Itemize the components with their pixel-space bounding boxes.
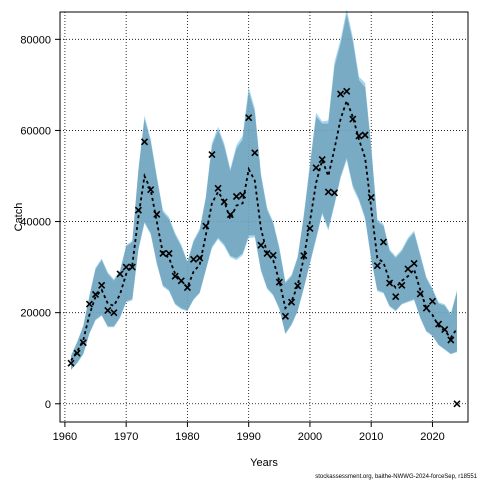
- observed-point: [435, 320, 443, 328]
- observed-point: [147, 186, 155, 194]
- observed-point: [337, 90, 345, 98]
- source-note: stockassessment.org, baithe-NWWG-2024-fo…: [315, 474, 477, 480]
- observed-point: [104, 306, 112, 314]
- observed-point: [318, 156, 326, 164]
- observed-point: [343, 87, 351, 95]
- observed-point: [263, 249, 271, 258]
- observed-point: [183, 284, 191, 292]
- observed-point: [73, 349, 81, 357]
- observed-point: [196, 254, 204, 262]
- observed-point: [386, 279, 394, 287]
- observed-point: [116, 270, 124, 278]
- x-tick-label: 2020: [420, 431, 444, 443]
- observed-point: [159, 249, 167, 258]
- x-tick-label: 2000: [298, 431, 322, 443]
- x-tick-label: 1980: [175, 431, 199, 443]
- observed-point: [398, 281, 406, 289]
- observed-point: [128, 263, 136, 271]
- x-tick-label: 1970: [114, 431, 138, 443]
- observed-point: [306, 224, 314, 232]
- observed-point: [422, 304, 430, 312]
- observed-point: [367, 193, 375, 201]
- observed-point: [98, 281, 106, 289]
- observed-point: [245, 114, 253, 122]
- x-axis-title: Years: [250, 457, 278, 469]
- observed-point: [220, 198, 228, 206]
- y-tick-label: 80000: [20, 34, 51, 46]
- observed-point: [349, 115, 357, 123]
- confidence-band-dark: [71, 14, 457, 370]
- y-tick-label: 20000: [20, 308, 51, 320]
- observed-markers: [67, 87, 461, 408]
- observed-point: [361, 131, 369, 139]
- observed-point: [330, 189, 339, 197]
- x-tick-label: 2010: [359, 431, 383, 443]
- estimate-line: [70, 98, 458, 362]
- observed-point: [275, 278, 283, 286]
- observed-point: [441, 325, 449, 334]
- estimate-lines: [70, 98, 458, 362]
- observed-point: [85, 300, 93, 308]
- observed-point: [226, 211, 234, 219]
- observed-point: [447, 336, 455, 344]
- observed-point: [79, 339, 87, 347]
- y-tick-label: 60000: [20, 125, 51, 137]
- observed-point: [379, 238, 388, 246]
- observed-point: [140, 138, 149, 146]
- observed-point: [67, 359, 75, 367]
- confidence-band-overlay: [71, 14, 457, 370]
- observed-point: [91, 290, 100, 299]
- y-tick-label: 0: [45, 399, 51, 411]
- observed-point: [202, 222, 210, 230]
- observed-point: [171, 272, 179, 280]
- axes: 1960 1970 1980 1990 2000 2010 2020 0 20000 40000 6…: [20, 34, 444, 443]
- observed-point: [122, 263, 130, 271]
- y-tick-label: 40000: [20, 217, 51, 229]
- observed-point: [324, 188, 332, 196]
- observed-point: [392, 293, 400, 301]
- observed-point: [232, 192, 240, 201]
- observed-point: [208, 151, 216, 159]
- observed-point: [428, 297, 437, 305]
- observed-point: [300, 252, 308, 260]
- observed-point: [373, 262, 381, 270]
- observed-point: [404, 265, 412, 273]
- y-axis-title: Catch: [13, 203, 25, 232]
- observed-point: [453, 400, 461, 408]
- observed-point: [251, 149, 259, 157]
- observed-point: [153, 210, 161, 218]
- confidence-band-light: [71, 9, 457, 370]
- plot-frame: [59, 11, 469, 423]
- observed-point: [110, 309, 118, 317]
- x-tick-label: 1960: [53, 431, 77, 443]
- observed-point: [269, 251, 277, 259]
- observed-point: [214, 184, 222, 192]
- observed-point: [294, 282, 302, 290]
- confidence-bands: [71, 9, 457, 370]
- observed-point: [238, 191, 247, 199]
- observed-point: [165, 249, 173, 258]
- observed-point: [410, 259, 418, 268]
- observed-point: [134, 206, 142, 214]
- observed-point: [416, 290, 424, 298]
- observed-point: [355, 132, 363, 140]
- x-tick-label: 1990: [236, 431, 260, 443]
- observed-point: [312, 164, 320, 172]
- observed-point: [189, 255, 198, 263]
- observed-point: [288, 298, 296, 306]
- observed-point: [281, 312, 290, 320]
- observed-point: [177, 277, 185, 285]
- observed-point: [257, 241, 265, 249]
